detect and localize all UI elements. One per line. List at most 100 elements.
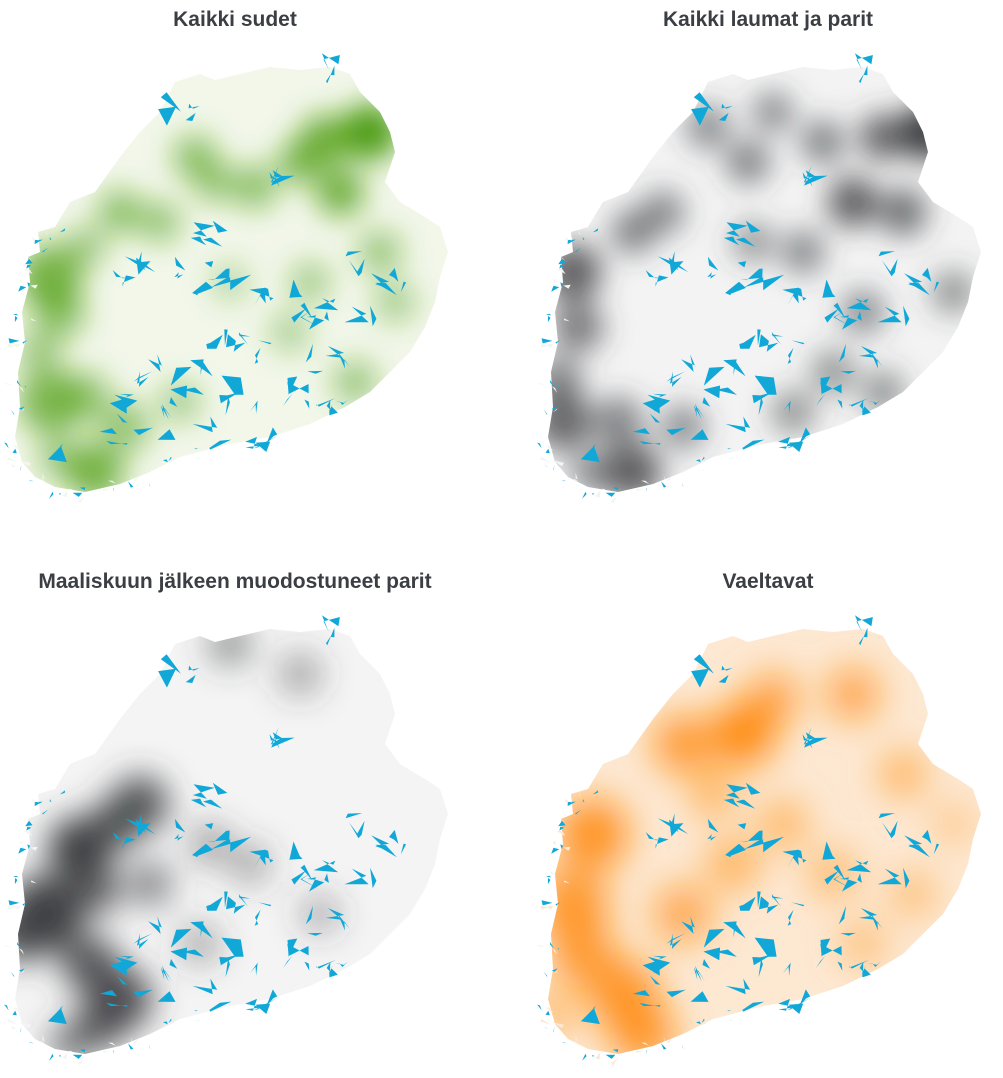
island bbox=[11, 464, 16, 467]
lake bbox=[855, 53, 873, 69]
island bbox=[546, 449, 550, 454]
island bbox=[553, 841, 555, 845]
density-hotspot bbox=[661, 405, 706, 450]
island bbox=[548, 878, 551, 884]
density-hotspot bbox=[879, 188, 927, 236]
density-hotspot bbox=[208, 622, 253, 667]
island bbox=[546, 314, 551, 316]
density-hotspot bbox=[801, 120, 846, 165]
island bbox=[149, 483, 151, 487]
density-map bbox=[533, 614, 1003, 1070]
density-hotspot bbox=[881, 752, 926, 797]
island bbox=[165, 1032, 172, 1033]
panel-title: Vaeltavat bbox=[533, 570, 1003, 594]
island bbox=[62, 491, 67, 498]
density-hotspot bbox=[316, 168, 364, 216]
density-hotspot bbox=[611, 1002, 675, 1066]
island bbox=[13, 876, 18, 878]
island bbox=[698, 470, 705, 471]
density-hotspot bbox=[531, 992, 576, 1037]
density-hotspot bbox=[726, 140, 771, 185]
island bbox=[544, 1026, 549, 1029]
island bbox=[553, 465, 555, 471]
island bbox=[540, 457, 551, 463]
density-hotspot bbox=[211, 263, 249, 301]
map-panel-packs-and-pairs: Kaikki laumat ja parit bbox=[533, 8, 1003, 508]
density-hotspot bbox=[861, 370, 906, 415]
density-hotspot bbox=[341, 103, 399, 161]
map-panel-all-wolves: Kaikki sudet bbox=[0, 8, 470, 508]
island bbox=[562, 1043, 567, 1044]
island bbox=[29, 1043, 34, 1044]
island bbox=[606, 1055, 616, 1059]
density-map bbox=[0, 614, 470, 1070]
density-map bbox=[533, 52, 1003, 508]
density-hotspot bbox=[534, 393, 592, 451]
island bbox=[606, 493, 616, 497]
island bbox=[582, 1054, 587, 1061]
island bbox=[544, 464, 549, 467]
island bbox=[646, 488, 647, 491]
island bbox=[537, 945, 545, 947]
density-hotspot bbox=[931, 270, 976, 315]
island bbox=[544, 972, 548, 978]
density-hotspot bbox=[934, 805, 972, 843]
island bbox=[9, 900, 20, 905]
island bbox=[661, 1043, 666, 1049]
island bbox=[59, 493, 61, 495]
island bbox=[698, 1032, 705, 1033]
island bbox=[62, 1053, 67, 1060]
island bbox=[9, 338, 20, 343]
island bbox=[29, 481, 34, 482]
density-hotspot bbox=[841, 290, 886, 335]
island bbox=[535, 1011, 541, 1012]
island bbox=[682, 1045, 684, 1049]
island bbox=[682, 483, 684, 487]
lake bbox=[855, 615, 873, 631]
island bbox=[548, 316, 551, 322]
density-hotspot bbox=[229, 843, 271, 885]
island bbox=[4, 383, 12, 385]
density-hotspot bbox=[374, 281, 416, 323]
island bbox=[20, 465, 22, 471]
island bbox=[551, 310, 556, 314]
island bbox=[198, 1017, 199, 1023]
island bbox=[542, 338, 553, 343]
density-hotspot bbox=[654, 885, 712, 943]
island bbox=[113, 1050, 114, 1053]
island bbox=[78, 1059, 84, 1066]
island bbox=[11, 972, 15, 978]
island bbox=[636, 489, 643, 491]
island bbox=[20, 1027, 22, 1033]
density-hotspot bbox=[552, 301, 603, 352]
island bbox=[78, 497, 84, 504]
island bbox=[592, 1055, 594, 1057]
island bbox=[11, 410, 15, 416]
island bbox=[553, 1027, 555, 1033]
island bbox=[7, 1019, 18, 1025]
density-hotspot bbox=[859, 113, 907, 161]
density-hotspot bbox=[48, 1022, 93, 1067]
lake bbox=[322, 615, 340, 631]
island bbox=[128, 1043, 133, 1049]
density-hotspot bbox=[333, 360, 378, 405]
density-hotspot bbox=[278, 652, 323, 697]
island bbox=[646, 1050, 647, 1053]
density-hotspot bbox=[611, 210, 656, 255]
island bbox=[731, 1017, 732, 1023]
island bbox=[2, 1011, 8, 1012]
island bbox=[536, 974, 545, 981]
island bbox=[18, 872, 23, 876]
density-hotspot bbox=[128, 862, 173, 907]
island bbox=[15, 316, 18, 322]
island bbox=[20, 841, 22, 845]
density-hotspot bbox=[558, 799, 628, 869]
island bbox=[59, 1055, 61, 1057]
island bbox=[73, 1055, 83, 1059]
island bbox=[103, 489, 110, 491]
island bbox=[537, 383, 545, 385]
island bbox=[7, 457, 18, 463]
density-hotspot bbox=[233, 165, 278, 210]
island bbox=[731, 455, 732, 461]
island bbox=[611, 1059, 617, 1066]
